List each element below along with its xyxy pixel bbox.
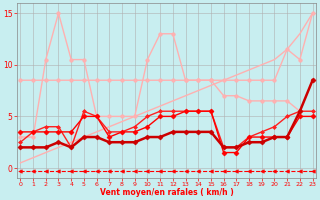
- X-axis label: Vent moyen/en rafales ( km/h ): Vent moyen/en rafales ( km/h ): [100, 188, 233, 197]
